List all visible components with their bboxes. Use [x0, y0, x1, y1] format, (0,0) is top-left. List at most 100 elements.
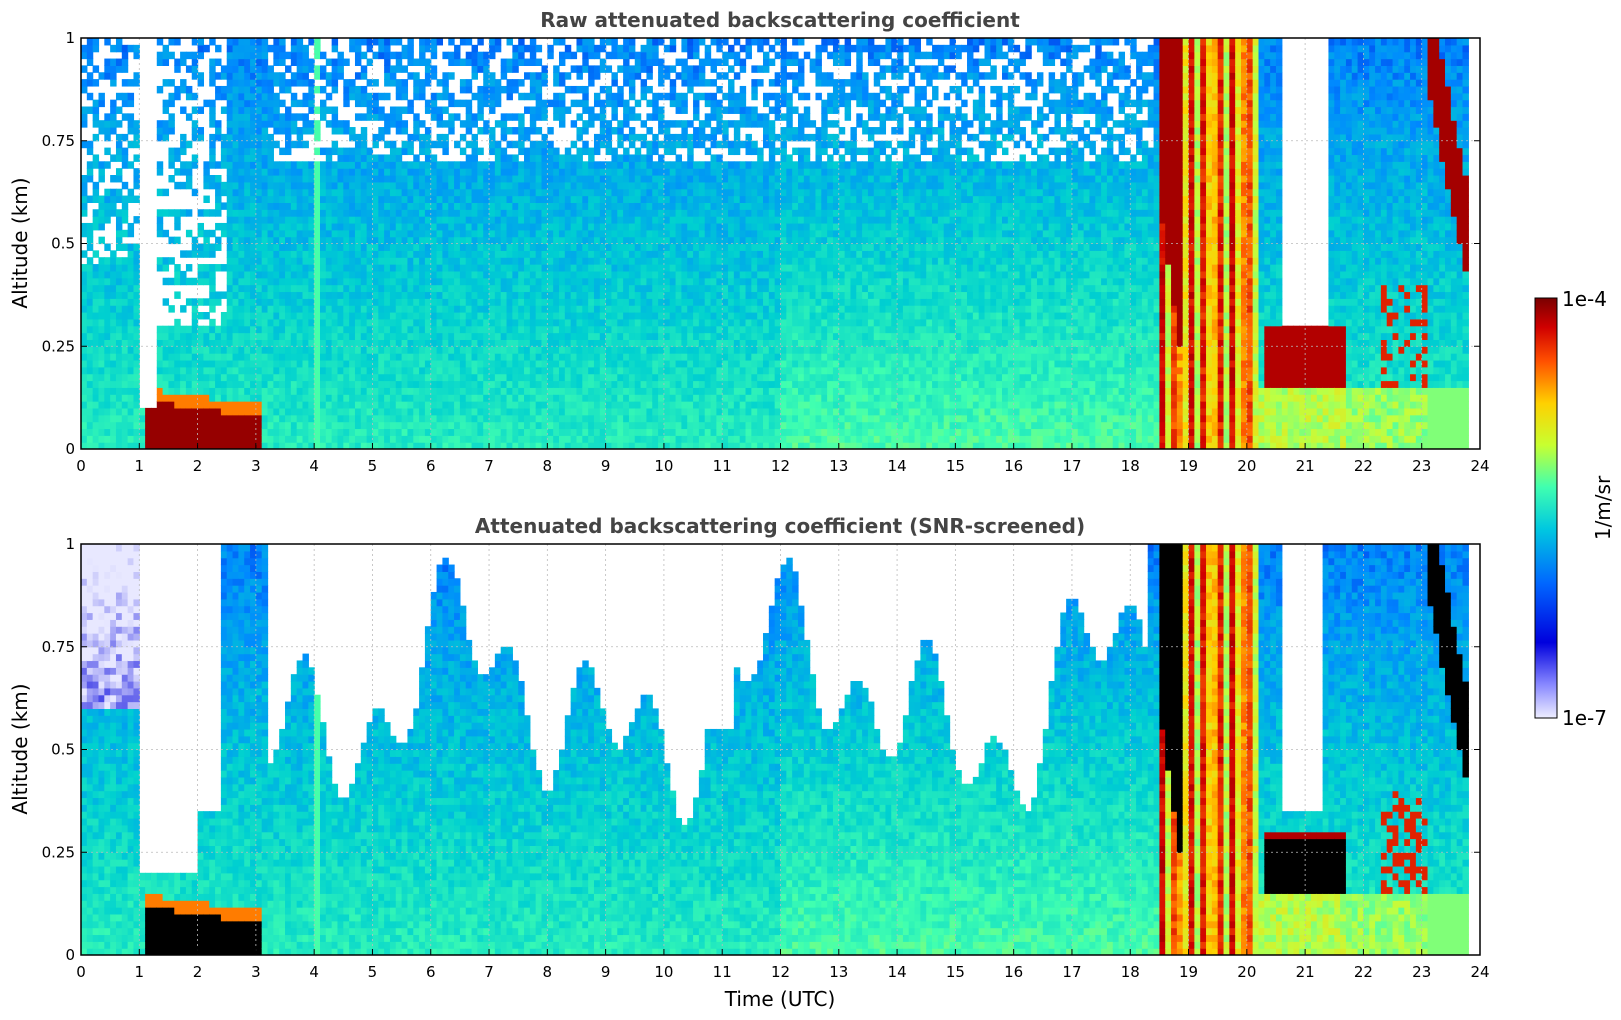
heatmap-cell	[162, 414, 170, 423]
heatmap-cell	[605, 127, 613, 135]
heatmap-cell	[646, 414, 653, 423]
heatmap-cell	[518, 318, 525, 327]
heatmap-cell	[174, 154, 181, 162]
heatmap-cell	[658, 270, 665, 279]
heatmap-cell	[512, 339, 519, 347]
heatmap-cell	[448, 161, 455, 169]
heatmap-cell	[652, 236, 659, 245]
heatmap-cell	[518, 92, 525, 101]
heatmap-cell	[296, 175, 304, 183]
heatmap-cell	[127, 161, 135, 169]
heatmap-cell	[646, 181, 653, 190]
heatmap-cell	[494, 79, 502, 87]
heatmap-cell	[349, 291, 356, 299]
heatmap-cell	[564, 373, 572, 382]
heatmap-cell	[658, 407, 665, 416]
heatmap-cell	[593, 168, 601, 176]
heatmap-cell	[401, 359, 409, 368]
heatmap-cell	[285, 435, 292, 443]
heatmap-cell	[442, 120, 449, 128]
heatmap-cell	[302, 435, 309, 443]
heatmap-cell	[658, 291, 665, 299]
heatmap-cell	[378, 127, 385, 135]
heatmap-cell	[419, 264, 426, 272]
heatmap-cell	[209, 387, 216, 395]
heatmap-cell	[471, 209, 478, 217]
heatmap-cell	[279, 332, 286, 340]
heatmap-cell	[465, 264, 473, 272]
heatmap-cell	[558, 373, 566, 382]
heatmap-cell	[494, 346, 502, 354]
heatmap-cell	[477, 168, 484, 176]
heatmap-cell	[454, 312, 461, 320]
heatmap-cell	[279, 401, 286, 409]
heatmap-cell	[203, 243, 210, 251]
heatmap-cell	[384, 243, 391, 251]
heatmap-cell	[646, 216, 653, 224]
heatmap-cell	[593, 298, 601, 306]
heatmap-cell	[162, 346, 170, 354]
heatmap-cell	[436, 140, 444, 149]
heatmap-cell	[302, 421, 309, 430]
heatmap-cell	[115, 401, 123, 409]
heatmap-cell	[436, 284, 444, 293]
heatmap-cell	[471, 366, 478, 375]
heatmap-cell	[640, 380, 648, 388]
heatmap-cell	[302, 209, 309, 217]
heatmap-cell	[81, 65, 88, 73]
heatmap-cell	[500, 407, 508, 416]
heatmap-cell	[582, 339, 589, 347]
heatmap-cell	[529, 359, 537, 368]
heatmap-cell	[180, 435, 187, 443]
heatmap-cell	[477, 38, 484, 46]
heatmap-cell	[518, 181, 525, 190]
heatmap-cell	[570, 229, 578, 238]
heatmap-cell	[623, 236, 630, 245]
heatmap-cell	[646, 387, 653, 395]
heatmap-cell	[547, 222, 554, 231]
heatmap-cell	[582, 373, 589, 382]
heatmap-cell	[320, 366, 327, 375]
heatmap-cell	[634, 72, 642, 80]
heatmap-cell	[634, 394, 642, 402]
heatmap-cell	[121, 99, 129, 108]
heatmap-cell	[558, 353, 566, 361]
heatmap-cell	[191, 428, 199, 436]
heatmap-cell	[226, 435, 234, 443]
heatmap-cell	[267, 298, 274, 306]
heatmap-cell	[553, 421, 560, 430]
heatmap-cell	[512, 284, 519, 293]
heatmap-cell	[296, 312, 304, 320]
heatmap-cell	[296, 99, 304, 108]
heatmap-cell	[588, 339, 595, 347]
heatmap-cell	[640, 277, 648, 286]
heatmap-cell	[483, 380, 490, 388]
heatmap-cell	[314, 188, 321, 197]
heatmap-cell	[296, 353, 304, 361]
heatmap-cell	[419, 284, 426, 293]
heatmap-cell	[558, 79, 566, 87]
heatmap-cell	[524, 92, 531, 101]
heatmap-cell	[459, 195, 467, 203]
heatmap-cell	[366, 92, 374, 101]
heatmap-cell	[320, 442, 327, 449]
heatmap-cell	[605, 435, 613, 443]
heatmap-cell	[524, 250, 531, 258]
heatmap-cell	[174, 85, 181, 94]
heatmap-cell	[588, 318, 595, 327]
heatmap-cell	[553, 373, 560, 382]
heatmap-cell	[582, 202, 589, 210]
heatmap-cell	[296, 401, 304, 409]
heatmap-cell	[617, 175, 624, 183]
heatmap-cell	[244, 387, 251, 395]
heatmap-cell	[512, 51, 519, 60]
heatmap-cell	[419, 243, 426, 251]
heatmap-cell	[500, 209, 508, 217]
heatmap-cell	[582, 353, 589, 361]
heatmap-cell	[162, 339, 170, 347]
heatmap-cell	[448, 380, 455, 388]
heatmap-cell	[127, 44, 135, 53]
heatmap-cell	[168, 346, 175, 354]
heatmap-cell	[489, 366, 496, 375]
heatmap-cell	[360, 339, 368, 347]
